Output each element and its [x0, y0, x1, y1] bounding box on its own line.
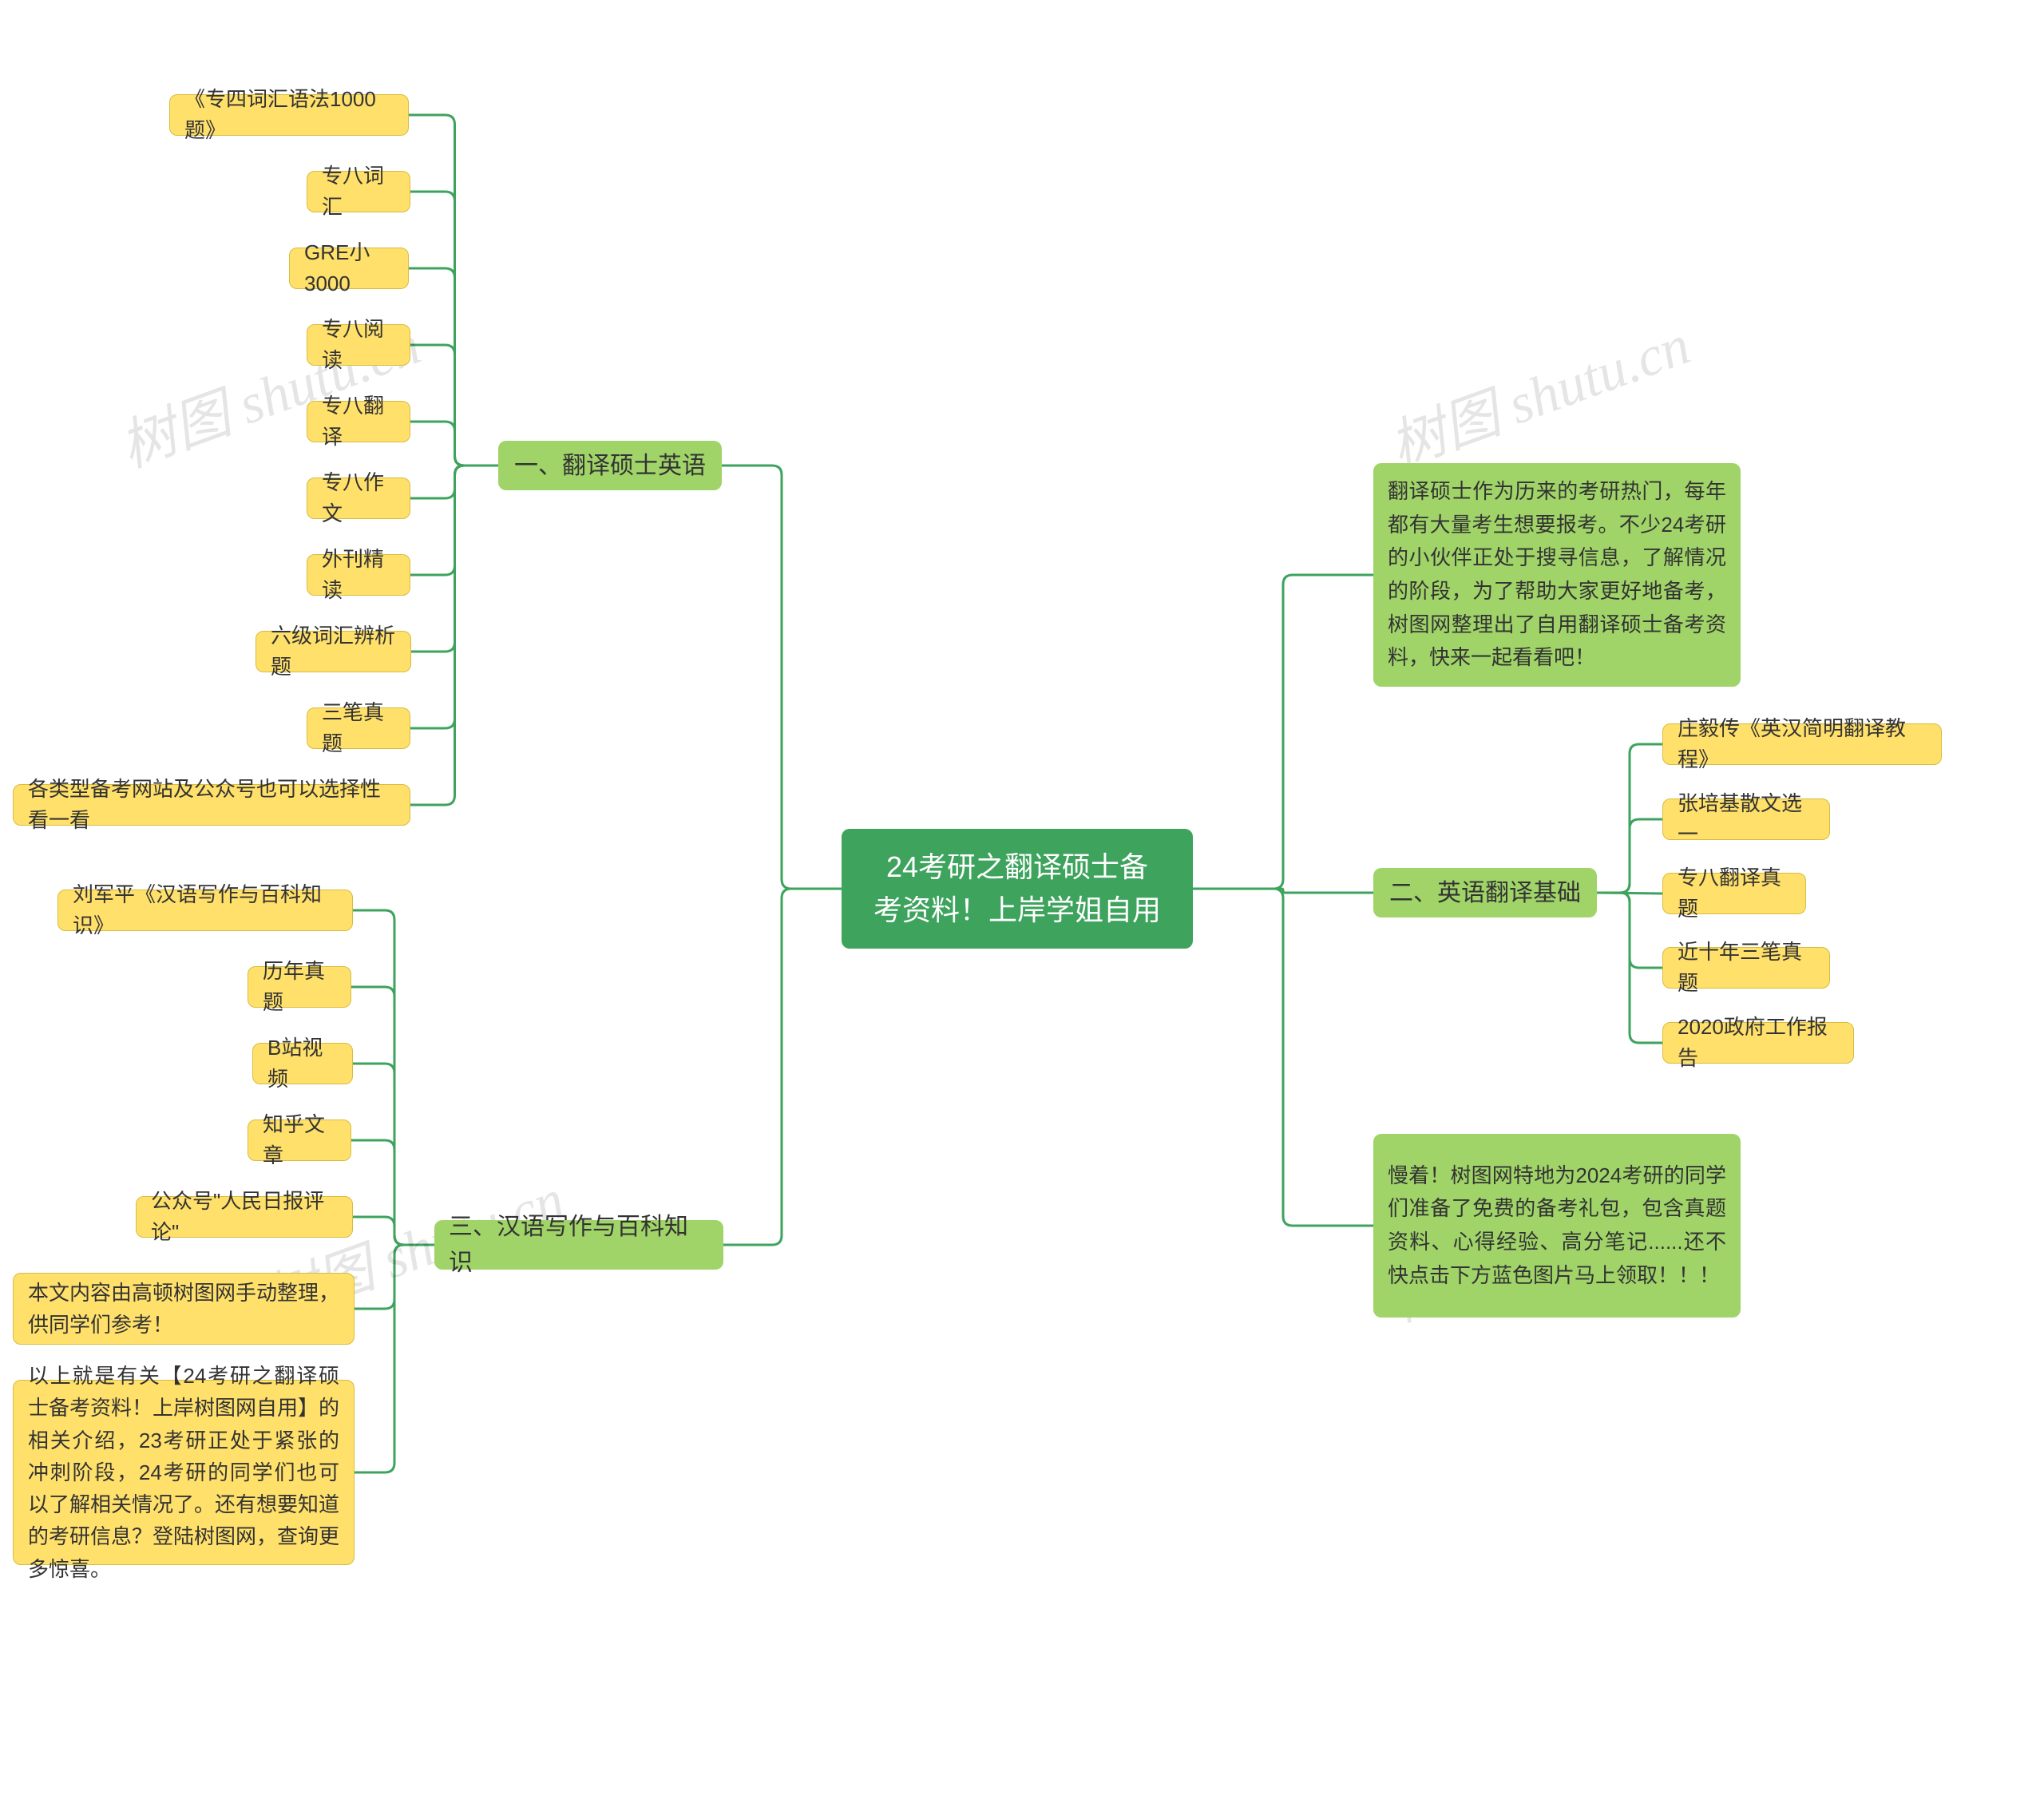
leaf-label: 2020政府工作报告: [1678, 1012, 1839, 1074]
branch-mti-english[interactable]: 一、翻译硕士英语: [498, 441, 722, 490]
branch-label: 一、翻译硕士英语: [514, 448, 706, 484]
leaf-foreign-reading[interactable]: 外刊精读: [307, 554, 410, 596]
leaf-tem4-1000[interactable]: 《专四词汇语法1000题》: [169, 94, 409, 136]
leaf-tem8-writing[interactable]: 专八作文: [307, 478, 410, 519]
leaf-summary[interactable]: 以上就是有关【24考研之翻译硕士备考资料！上岸树图网自用】的相关介绍，23考研正…: [13, 1380, 355, 1565]
branch-label: 二、英语翻译基础: [1389, 875, 1581, 911]
branch-chinese-encyclopedia[interactable]: 三、汉语写作与百科知识: [434, 1220, 723, 1270]
leaf-label: 专八翻译真题: [1678, 862, 1791, 925]
leaf-bilibili[interactable]: B站视频: [252, 1043, 353, 1084]
leaf-tem8-translate[interactable]: 专八翻译: [307, 401, 410, 442]
leaf-peoples-daily[interactable]: 公众号"人民日报评论": [136, 1196, 353, 1238]
leaf-label: 《专四词汇语法1000题》: [184, 84, 394, 146]
branch-label: 三、汉语写作与百科知识: [449, 1209, 709, 1281]
leaf-label: 张培基散文选一: [1678, 788, 1815, 850]
leaf-label: 各类型备考网站及公众号也可以选择性看一看: [28, 774, 395, 836]
leaf-catti3[interactable]: 三笔真题: [307, 707, 410, 749]
leaf-tem8-vocab[interactable]: 专八词汇: [307, 171, 410, 212]
root-node[interactable]: 24考研之翻译硕士备考资料！上岸学姐自用: [842, 829, 1193, 949]
leaf-label: 以上就是有关【24考研之翻译硕士备考资料！上岸树图网自用】的相关介绍，23考研正…: [28, 1360, 339, 1585]
intro-text: 翻译硕士作为历来的考研热门，每年都有大量考生想要报考。不少24考研的小伙伴正处于…: [1388, 475, 1726, 675]
leaf-label: 近十年三笔真题: [1678, 937, 1815, 999]
leaf-label: 专八翻译: [322, 390, 395, 453]
leaf-label: 六级词汇辨析题: [271, 620, 396, 683]
leaf-label: 专八词汇: [322, 160, 395, 223]
leaf-disclaimer[interactable]: 本文内容由高顿树图网手动整理，供同学们参考！: [13, 1273, 355, 1345]
leaf-label: 三笔真题: [322, 697, 395, 759]
leaf-label: 专八阅读: [322, 314, 395, 376]
intro-paragraph[interactable]: 翻译硕士作为历来的考研热门，每年都有大量考生想要报考。不少24考研的小伙伴正处于…: [1373, 463, 1741, 687]
leaf-label: 专八作文: [322, 467, 395, 529]
leaf-past-papers[interactable]: 历年真题: [248, 966, 351, 1008]
leaf-label: 外刊精读: [322, 544, 395, 606]
root-label: 24考研之翻译硕士备考资料！上岸学姐自用: [873, 846, 1161, 932]
leaf-label: 公众号"人民日报评论": [151, 1186, 338, 1248]
leaf-tem8-reading[interactable]: 专八阅读: [307, 324, 410, 366]
leaf-label: 知乎文章: [263, 1109, 336, 1171]
leaf-websites[interactable]: 各类型备考网站及公众号也可以选择性看一看: [13, 784, 410, 826]
leaf-label: GRE小3000: [304, 237, 394, 299]
mindmap-canvas: 树图 shutu.cn 树图 shutu.cn 树图 shutu.cn 树图 s…: [0, 0, 2044, 1807]
leaf-label: 历年真题: [263, 956, 336, 1018]
leaf-zhuang-book[interactable]: 庄毅传《英汉简明翻译教程》: [1662, 723, 1942, 765]
leaf-label: B站视频: [267, 1032, 338, 1095]
watermark: 树图 shutu.cn: [1377, 300, 1700, 483]
leaf-label: 刘军平《汉语写作与百科知识》: [73, 879, 338, 941]
leaf-label: 本文内容由高顿树图网手动整理，供同学们参考！: [28, 1277, 339, 1341]
leaf-cet6-vocab[interactable]: 六级词汇辨析题: [256, 631, 411, 672]
branch-english-translation[interactable]: 二、英语翻译基础: [1373, 868, 1597, 917]
outro-text: 慢着！树图网特地为2024考研的同学们准备了免费的备考礼包，包含真题资料、心得经…: [1388, 1159, 1726, 1292]
outro-paragraph[interactable]: 慢着！树图网特地为2024考研的同学们准备了免费的备考礼包，包含真题资料、心得经…: [1373, 1134, 1741, 1318]
leaf-catti3-10y[interactable]: 近十年三笔真题: [1662, 947, 1830, 989]
leaf-liujunping[interactable]: 刘军平《汉语写作与百科知识》: [57, 890, 353, 931]
leaf-zhangpeiji[interactable]: 张培基散文选一: [1662, 798, 1830, 840]
leaf-label: 庄毅传《英汉简明翻译教程》: [1678, 713, 1927, 775]
leaf-gre3000[interactable]: GRE小3000: [289, 248, 409, 289]
leaf-tem8-trans[interactable]: 专八翻译真题: [1662, 873, 1806, 914]
leaf-gov-report[interactable]: 2020政府工作报告: [1662, 1022, 1854, 1064]
leaf-zhihu[interactable]: 知乎文章: [248, 1119, 351, 1161]
